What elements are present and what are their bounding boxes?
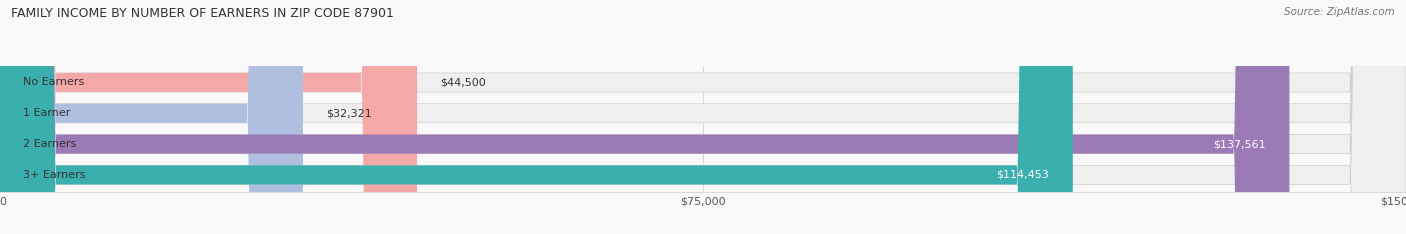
FancyBboxPatch shape — [0, 0, 1289, 234]
Text: Source: ZipAtlas.com: Source: ZipAtlas.com — [1284, 7, 1395, 17]
Text: FAMILY INCOME BY NUMBER OF EARNERS IN ZIP CODE 87901: FAMILY INCOME BY NUMBER OF EARNERS IN ZI… — [11, 7, 394, 20]
Text: $137,561: $137,561 — [1213, 139, 1265, 149]
Text: No Earners: No Earners — [24, 77, 84, 88]
Text: $32,321: $32,321 — [326, 108, 373, 118]
Text: 3+ Earners: 3+ Earners — [24, 170, 86, 180]
FancyBboxPatch shape — [0, 0, 418, 234]
Text: $114,453: $114,453 — [997, 170, 1049, 180]
FancyBboxPatch shape — [0, 0, 302, 234]
FancyBboxPatch shape — [0, 0, 1073, 234]
Text: $44,500: $44,500 — [440, 77, 486, 88]
Text: 2 Earners: 2 Earners — [24, 139, 77, 149]
Text: 1 Earner: 1 Earner — [24, 108, 70, 118]
